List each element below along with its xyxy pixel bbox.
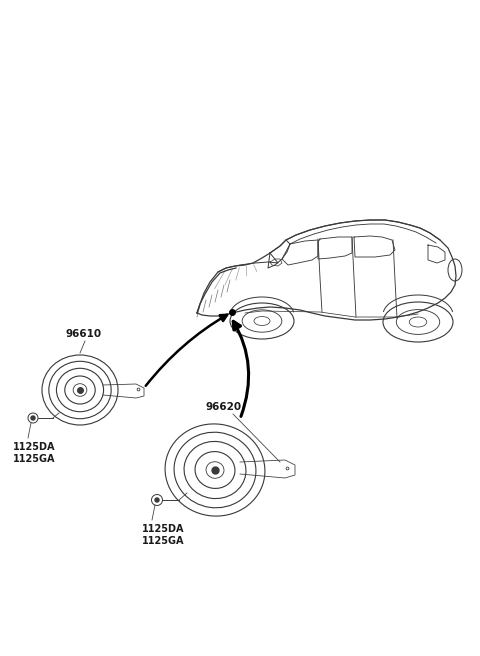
Text: 96620: 96620 [205,402,241,412]
Text: 1125DA
1125GA: 1125DA 1125GA [13,442,56,464]
Text: 1125DA
1125GA: 1125DA 1125GA [142,524,184,546]
Circle shape [155,498,159,502]
Text: 96610: 96610 [65,329,101,339]
Circle shape [31,416,35,420]
